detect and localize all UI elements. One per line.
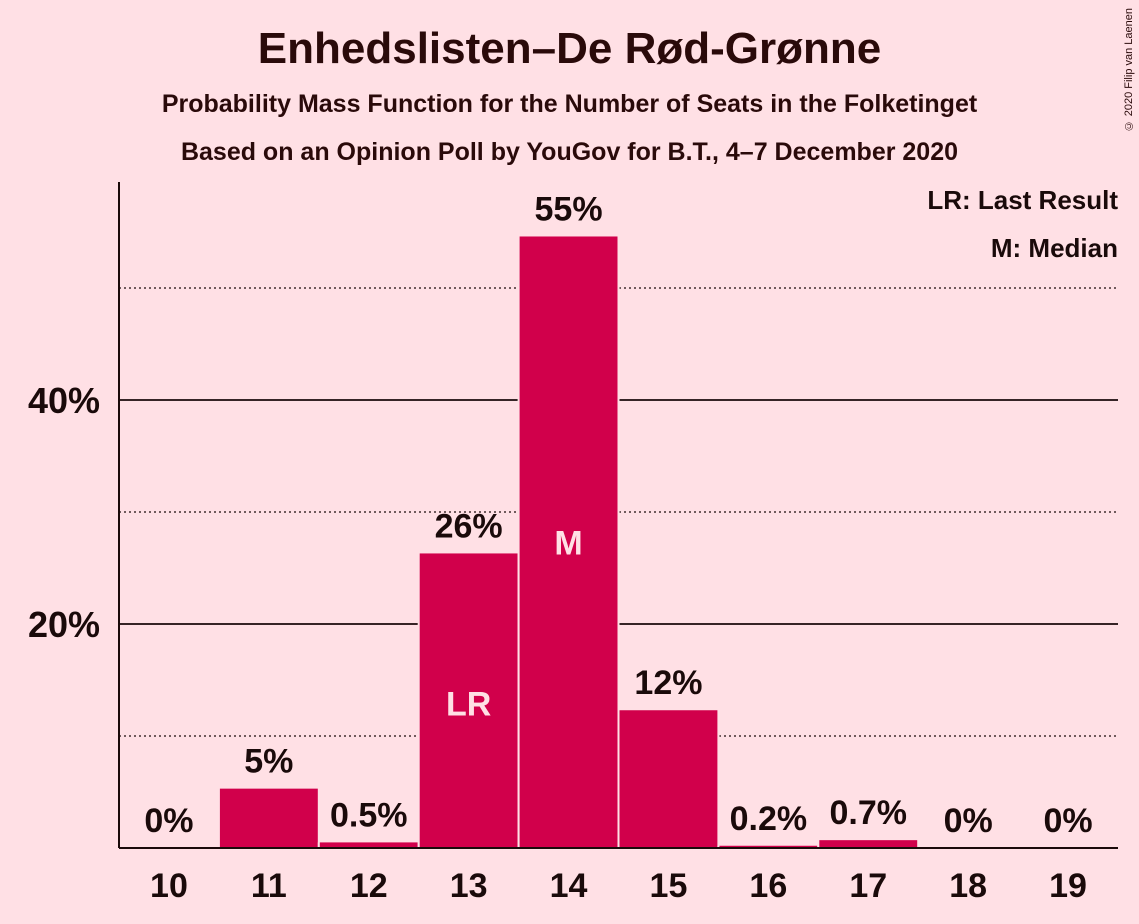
value-label-13: 26% bbox=[435, 507, 503, 545]
chart-subtitle: Probability Mass Function for the Number… bbox=[161, 90, 978, 118]
bar-12 bbox=[319, 842, 418, 848]
value-label-11: 5% bbox=[244, 743, 293, 781]
bar-15 bbox=[619, 710, 718, 848]
legend-median: M: Median bbox=[991, 233, 1118, 263]
value-label-18: 0% bbox=[944, 802, 993, 840]
x-axis: 10 11 12 13 14 15 16 17 18 19 bbox=[119, 847, 1118, 905]
value-labels: 0% 5% 0.5% 26% LR 55% M 12% 0.2% 0.7% 0% 0% bbox=[144, 190, 1092, 840]
bar-marker-M: M bbox=[554, 524, 582, 562]
bar-17 bbox=[819, 840, 918, 848]
value-label-12: 0.5% bbox=[330, 796, 408, 834]
x-tick-label-15: 15 bbox=[650, 867, 688, 905]
chart-source-line: Based on an Opinion Poll by YouGov for B… bbox=[180, 138, 959, 166]
bars bbox=[217, 236, 920, 849]
y-tick-label: 40% bbox=[28, 380, 100, 421]
chart-title: Enhedslisten–De Rød-Grønne bbox=[257, 24, 882, 73]
value-label-19: 0% bbox=[1043, 802, 1092, 840]
bar-14 bbox=[519, 236, 618, 849]
x-tick-label-13: 13 bbox=[450, 867, 488, 905]
value-label-17: 0.7% bbox=[830, 794, 908, 832]
bar-11 bbox=[219, 788, 318, 848]
bar-16 bbox=[719, 845, 818, 848]
x-tick-label-12: 12 bbox=[350, 867, 388, 905]
bar-marker-LR: LR bbox=[446, 685, 491, 723]
value-label-15: 12% bbox=[634, 664, 702, 702]
value-label-14: 55% bbox=[535, 190, 603, 228]
y-axis: 20% 40% bbox=[28, 182, 120, 848]
x-tick-label-10: 10 bbox=[150, 867, 188, 905]
x-tick-label-17: 17 bbox=[849, 867, 887, 905]
value-label-16: 0.2% bbox=[730, 800, 808, 838]
y-tick-label: 20% bbox=[28, 604, 100, 645]
bar-13 bbox=[419, 553, 518, 848]
legend-last-result: LR: Last Result bbox=[927, 185, 1118, 215]
x-tick-label-14: 14 bbox=[550, 867, 588, 905]
x-tick-label-18: 18 bbox=[949, 867, 987, 905]
value-label-10: 0% bbox=[144, 802, 193, 840]
x-tick-label-16: 16 bbox=[749, 867, 787, 905]
x-tick-label-11: 11 bbox=[251, 867, 287, 905]
x-tick-label-19: 19 bbox=[1049, 867, 1087, 905]
